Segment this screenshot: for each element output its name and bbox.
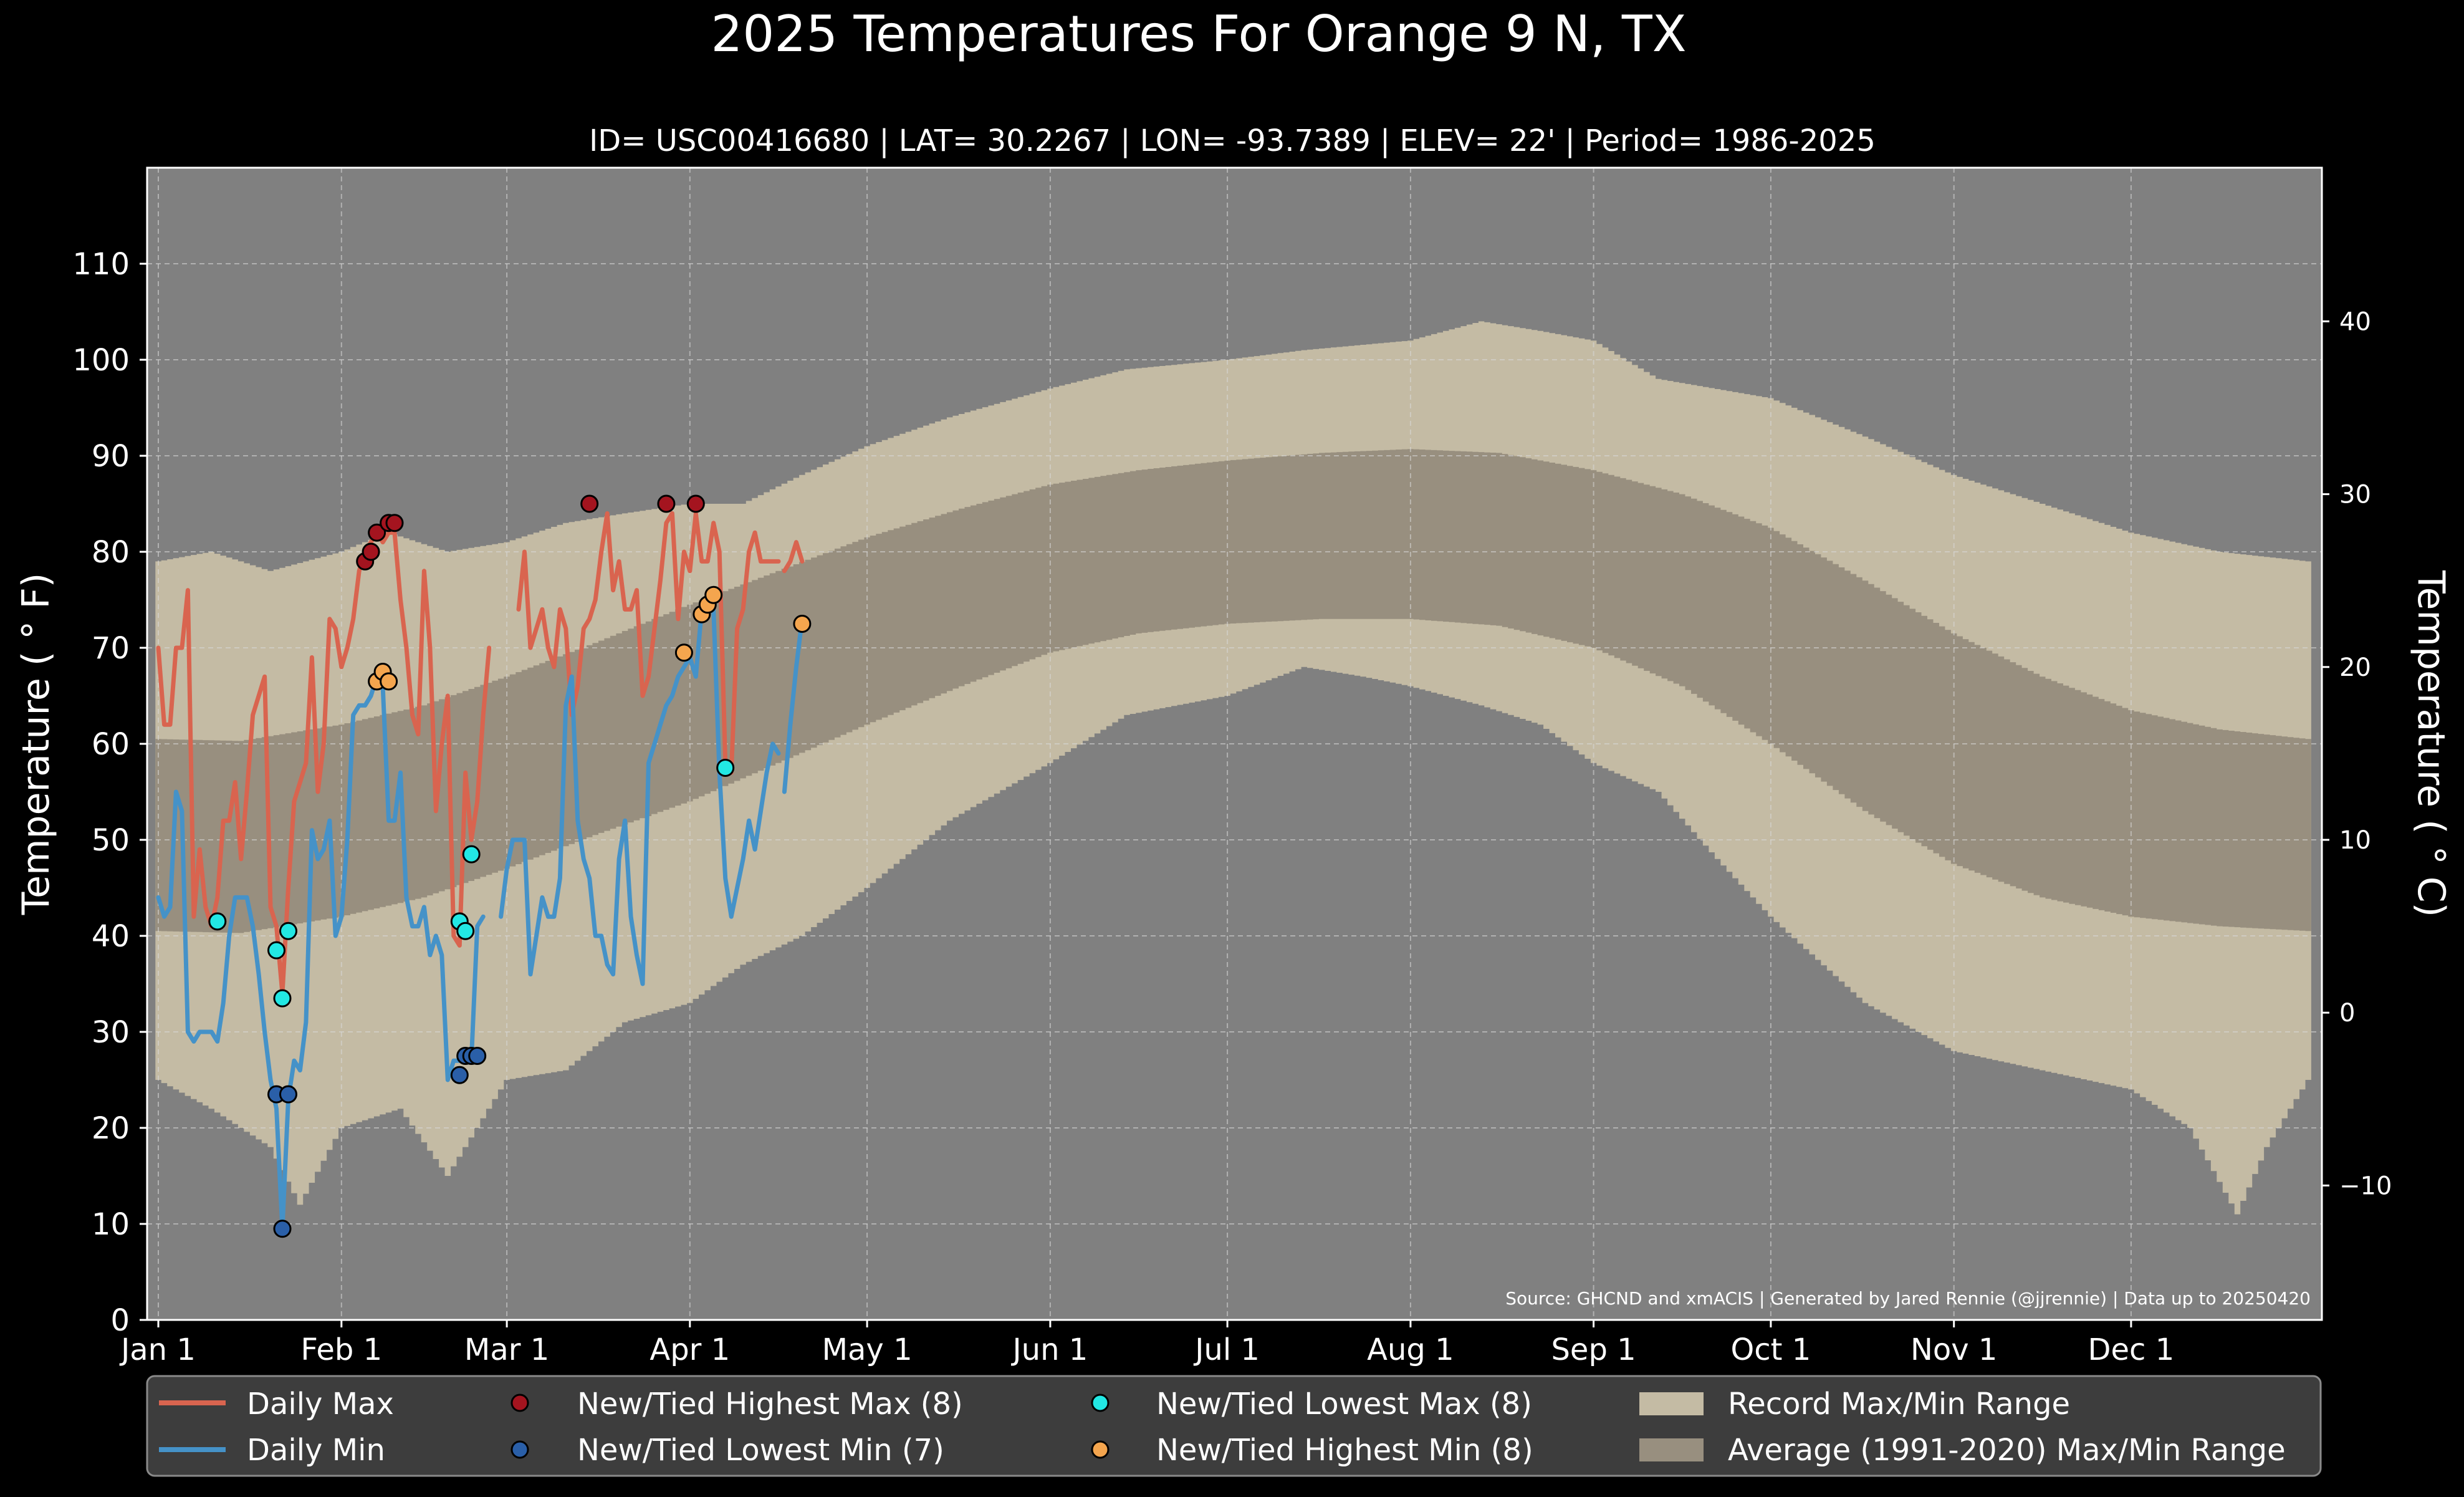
y2-tick-label: 30 [2339, 481, 2371, 509]
new-tied-highest-min-marker [704, 585, 723, 604]
new-tied-highest-min-marker [793, 615, 812, 633]
x-tick-label: Nov 1 [1910, 1332, 1997, 1367]
y2-tick-label: 40 [2339, 307, 2371, 336]
record-markers [208, 494, 812, 1238]
y-tick-label: 60 [92, 727, 130, 762]
y-tick-label: 90 [92, 439, 130, 474]
source-note: Source: GHCND and xmACIS | Generated by … [1505, 1288, 2311, 1309]
new-tied-lowest-min-marker [273, 1220, 292, 1238]
legend-box [146, 1375, 2322, 1477]
new-tied-highest-max-marker [385, 514, 404, 532]
new-tied-lowest-max-marker [462, 845, 481, 864]
new-tied-lowest-max-marker [208, 912, 227, 931]
x-tick-label: Oct 1 [1731, 1332, 1811, 1367]
legend-highest-max-label: New/Tied Highest Max (8) [577, 1387, 963, 1422]
new-tied-lowest-min-marker [468, 1047, 487, 1065]
y2-tick-label: 0 [2339, 999, 2355, 1028]
new-tied-highest-min-marker [674, 643, 693, 662]
legend-highest-min-label: New/Tied Highest Min (8) [1156, 1433, 1533, 1468]
new-tied-highest-min-marker [380, 672, 398, 691]
x-tick-label: Jul 1 [1193, 1332, 1260, 1367]
x-tick-label: Dec 1 [2088, 1332, 2175, 1367]
legend-daily-max-label: Daily Max [247, 1387, 394, 1422]
legend: Daily Max Daily Min New/Tied Highest Max… [146, 1375, 2322, 1477]
x-tick-label: Jun 1 [1011, 1332, 1088, 1367]
legend-average-range-label: Average (1991-2020) Max/Min Range [1728, 1433, 2286, 1468]
legend-record-range-label: Record Max/Min Range [1728, 1387, 2070, 1422]
x-tick-label: Apr 1 [650, 1332, 730, 1367]
y2-tick-label: −10 [2339, 1172, 2392, 1200]
y2-axis-label: Temperature ( ° C) [2409, 570, 2453, 917]
legend-record-range-swatch [1639, 1392, 1704, 1415]
x-tick-label: Mar 1 [464, 1332, 549, 1367]
y-axis-label: Temperature ( ° F) [14, 573, 58, 916]
y-tick-label: 10 [92, 1207, 130, 1242]
y-tick-label: 0 [110, 1303, 130, 1338]
new-tied-lowest-max-marker [267, 941, 285, 960]
legend-highest-min-swatch [1091, 1440, 1110, 1459]
new-tied-highest-max-marker [362, 542, 380, 561]
new-tied-highest-max-marker [368, 523, 386, 542]
legend-average-range-swatch [1639, 1438, 1704, 1461]
x-tick-label: Feb 1 [300, 1332, 382, 1367]
y-tick-label: 30 [92, 1015, 130, 1050]
legend-lowest-min-swatch [511, 1440, 529, 1459]
y-axis-left: 0 10 20 30 40 50 60 70 80 90 100 110 [72, 247, 147, 1338]
new-tied-highest-max-marker [657, 494, 676, 513]
y2-tick-label: 10 [2339, 826, 2371, 855]
y-tick-label: 50 [92, 823, 130, 858]
new-tied-lowest-max-marker [456, 922, 475, 940]
chart-title: 2025 Temperatures For Orange 9 N, TX [711, 5, 1686, 63]
new-tied-highest-max-marker [686, 494, 705, 513]
average-max-min-range-band [155, 449, 2311, 933]
new-tied-lowest-min-marker [279, 1085, 297, 1104]
legend-lowest-min-label: New/Tied Lowest Min (7) [577, 1433, 944, 1468]
y-tick-label: 70 [92, 631, 130, 666]
y-tick-label: 20 [92, 1111, 130, 1146]
x-tick-label: Jan 1 [119, 1332, 196, 1367]
new-tied-highest-max-marker [580, 494, 599, 513]
y-tick-label: 40 [92, 919, 130, 954]
legend-lowest-max-label: New/Tied Lowest Max (8) [1156, 1387, 1532, 1422]
new-tied-lowest-min-marker [450, 1066, 469, 1084]
x-tick-label: Aug 1 [1367, 1332, 1454, 1367]
legend-highest-max-swatch [511, 1394, 529, 1412]
x-axis: Jan 1 Feb 1 Mar 1 Apr 1 May 1 Jun 1 Jul 1 Aug 1… [119, 1320, 2174, 1367]
new-tied-lowest-max-marker [273, 989, 292, 1008]
grid-lines [147, 168, 2322, 1320]
legend-lowest-max-swatch [1091, 1394, 1110, 1412]
y2-tick-label: 20 [2339, 653, 2371, 682]
new-tied-lowest-max-marker [279, 922, 297, 940]
y-tick-label: 110 [72, 247, 130, 282]
legend-daily-min-label: Daily Min [247, 1433, 385, 1468]
x-tick-label: May 1 [822, 1332, 913, 1367]
new-tied-lowest-max-marker [716, 759, 735, 777]
daily-min-line [156, 597, 805, 1231]
x-tick-label: Sep 1 [1551, 1332, 1636, 1367]
y-tick-label: 80 [92, 535, 130, 570]
y-tick-label: 100 [72, 343, 130, 378]
chart-subtitle: ID= USC00416680 | LAT= 30.2267 | LON= -9… [589, 123, 1876, 158]
y-axis-right: −10 0 10 20 30 40 [2322, 307, 2392, 1200]
